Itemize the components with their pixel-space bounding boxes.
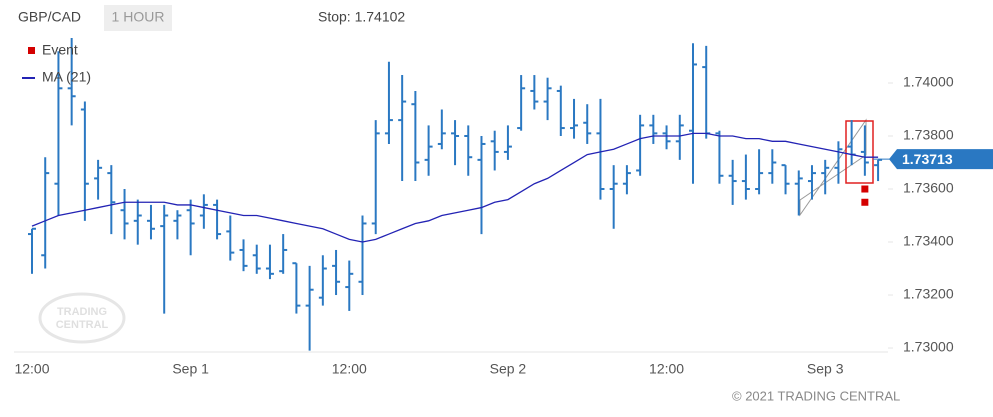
watermark-text: CENTRAL [56,319,109,331]
x-tick-label: 12:00 [14,361,49,377]
event-marker [861,185,869,193]
watermark: TRADING CENTRAL [38,292,126,344]
y-tick-label: 1.73600 [903,180,954,196]
stop-label: Stop: 1.74102 [318,9,405,25]
watermark-text: TRADING [57,306,107,318]
timeframe-button[interactable] [104,5,172,31]
x-tick-label: 12:00 [649,361,684,377]
watermark-ring [38,292,126,344]
event-marker [861,198,869,206]
last-price-tag [889,149,993,170]
x-tick-label: 12:00 [332,361,367,377]
y-tick-label: 1.73800 [903,127,954,143]
copyright: © 2021 TRADING CENTRAL [732,388,900,403]
y-tick-label: 1.73000 [903,339,954,355]
y-tick-label: 1.73200 [903,286,954,302]
y-tick-label: 1.74000 [903,74,954,90]
x-tick-label: Sep 3 [807,361,844,377]
y-tick-label: 1.73400 [903,233,954,249]
legend-label: MA (21) [42,69,91,85]
legend-swatch [28,47,35,54]
ma-line [31,132,879,243]
last-price-label: 1.73713 [902,151,953,167]
x-tick-label: Sep 1 [172,361,209,377]
channel-pattern [799,118,867,217]
x-tick-label: Sep 2 [490,361,527,377]
legend-label: Event [42,42,78,58]
symbol: GBP/CAD [18,9,81,25]
timeframe[interactable]: 1 HOUR [112,9,165,25]
pattern-box [845,120,874,184]
